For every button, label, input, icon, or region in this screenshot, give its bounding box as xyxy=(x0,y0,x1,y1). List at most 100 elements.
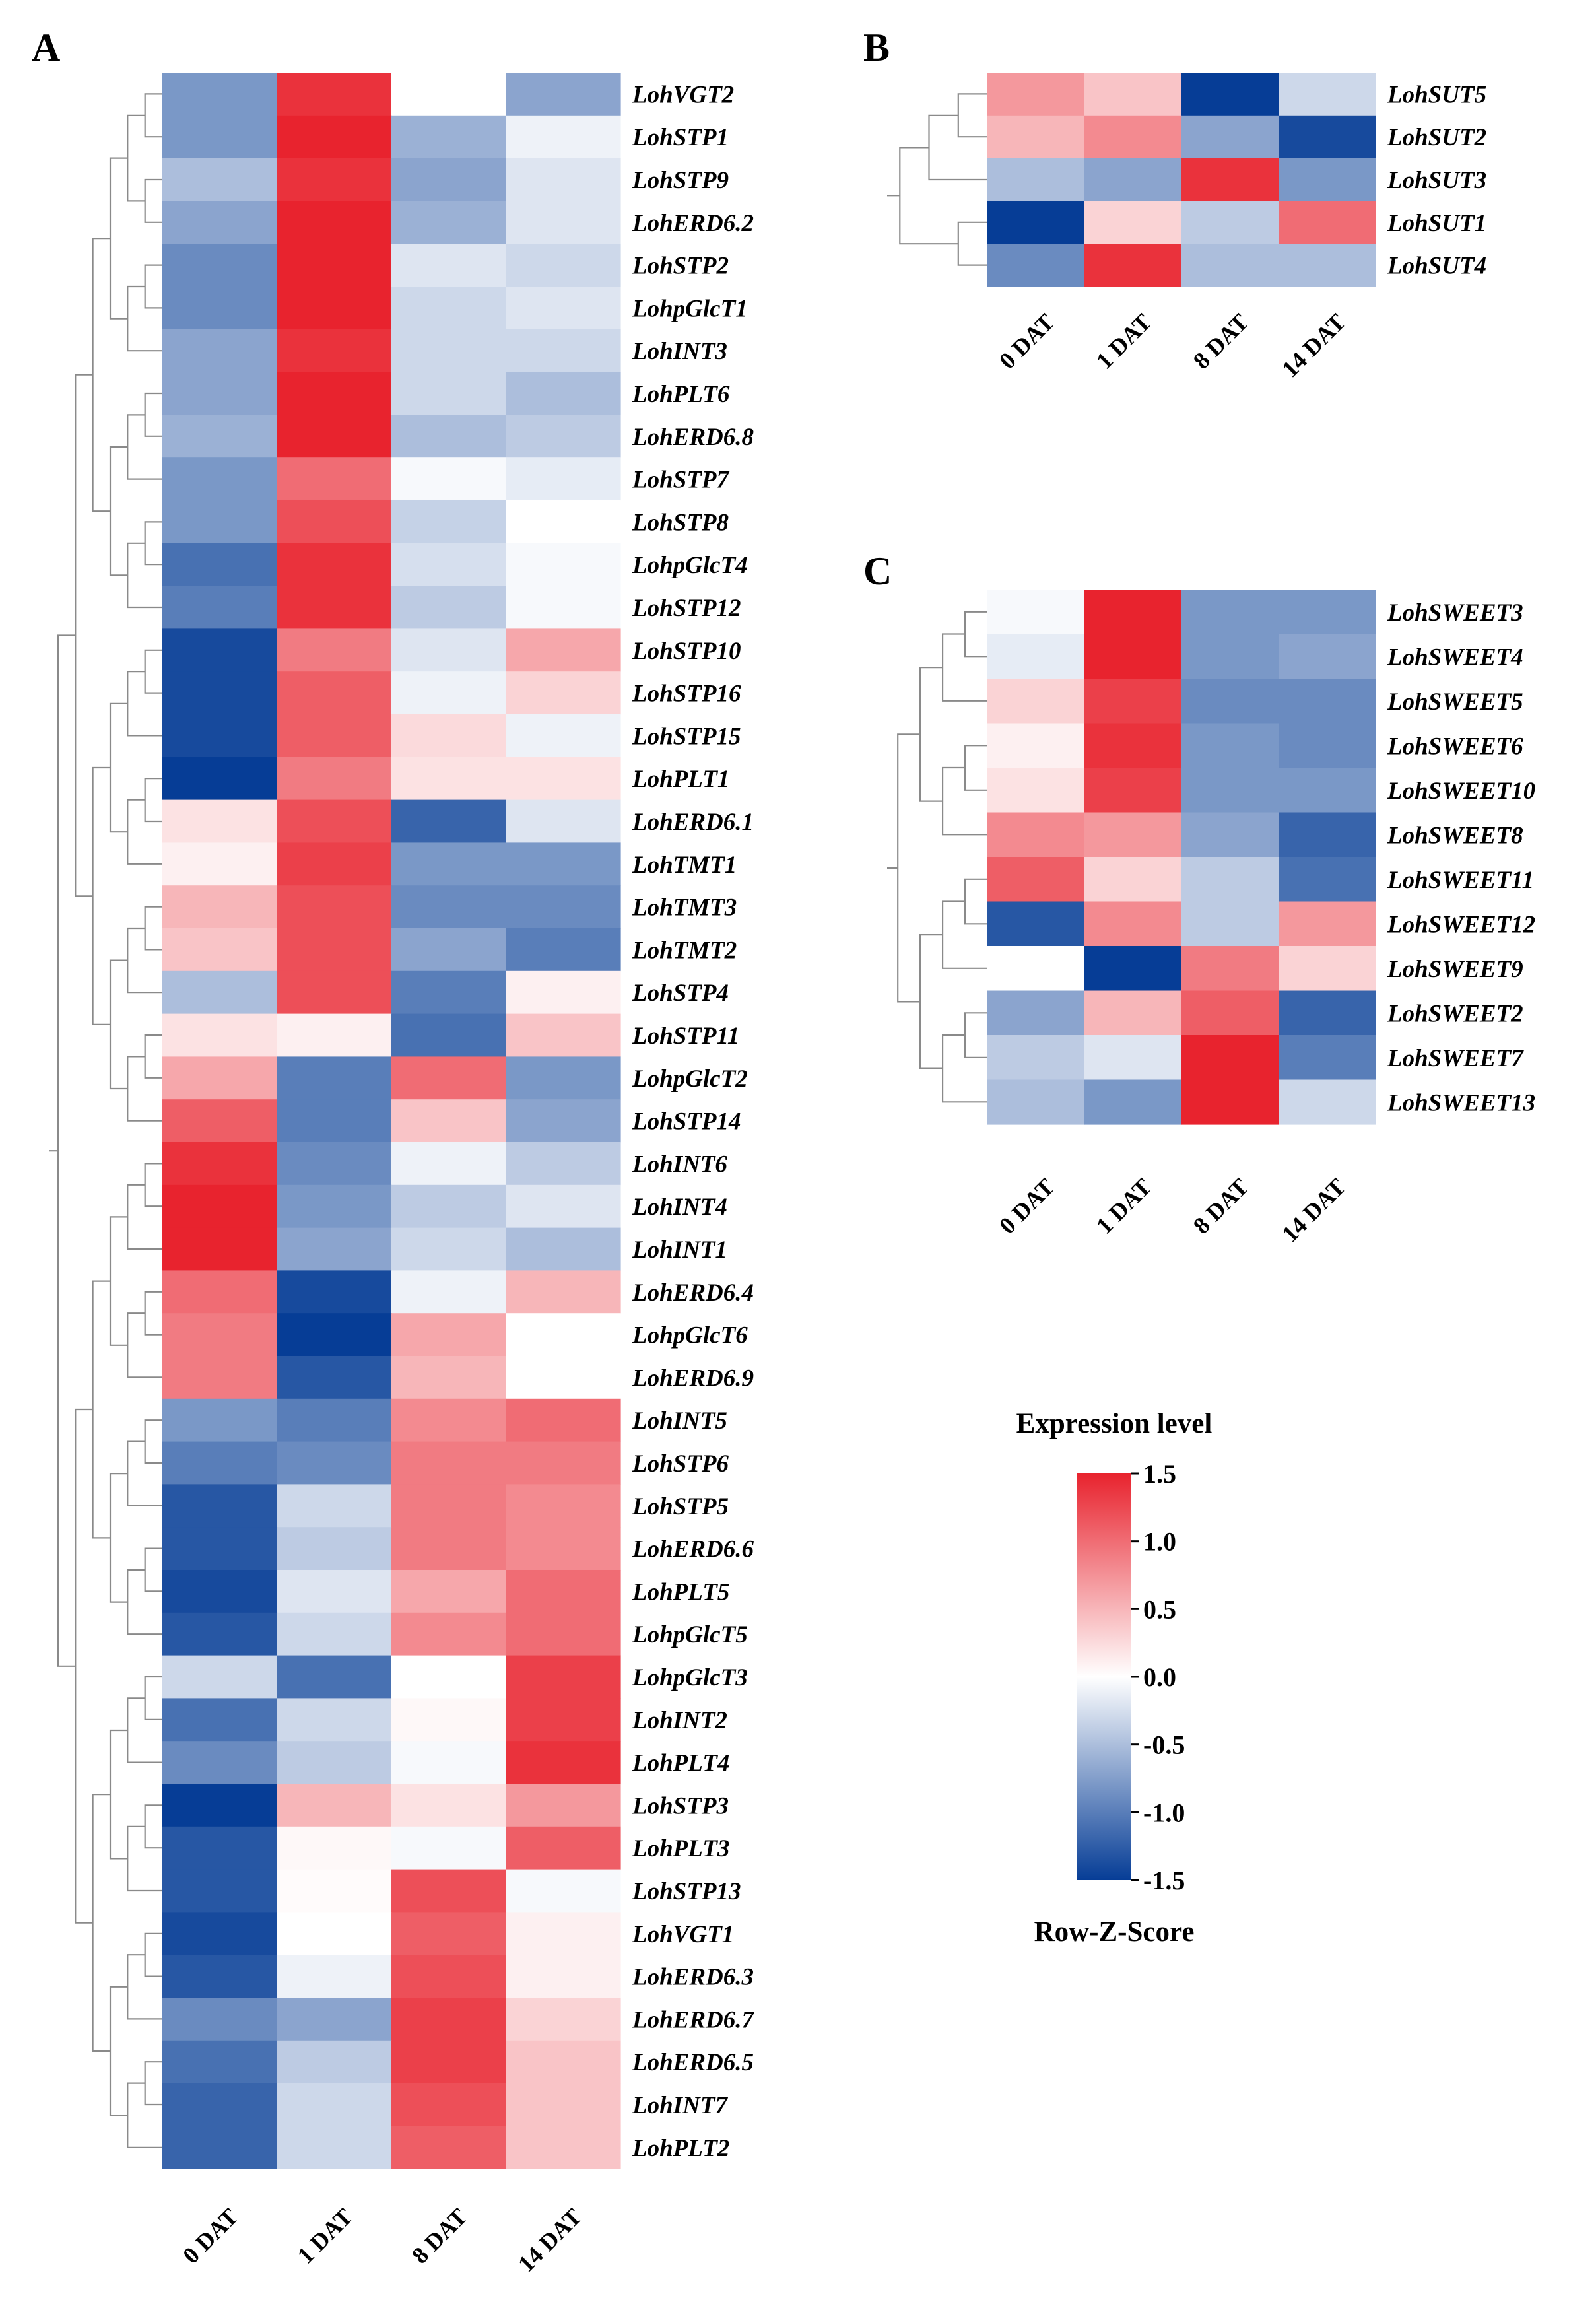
heatmap-cell xyxy=(391,1912,507,1955)
heatmap-cell xyxy=(506,1912,621,1955)
dendrogram-branch xyxy=(109,702,128,833)
heatmap-cell xyxy=(162,500,278,544)
column-label: 1 DAT xyxy=(292,2203,358,2268)
row-label: LohSTP13 xyxy=(632,1878,741,1905)
heatmap-cell xyxy=(506,2083,621,2126)
heatmap-cell xyxy=(391,1698,507,1742)
heatmap-cell xyxy=(391,671,507,715)
heatmap-cell xyxy=(391,1441,507,1485)
row-label: LohSUT4 xyxy=(1387,253,1486,280)
heatmap-cell xyxy=(162,1270,278,1314)
heatmap-cell xyxy=(1279,990,1376,1036)
heatmap-cell xyxy=(391,757,507,801)
heatmap-cell xyxy=(277,1826,392,1870)
row-label: LohSUT1 xyxy=(1387,210,1486,237)
heatmap-cell xyxy=(277,1184,392,1229)
color-legend: Expression level 1.5 1.0 0.5 0.0 -0.5 -1.0 -1.… xyxy=(1016,1408,1213,1947)
heatmap-cell xyxy=(391,2126,507,2169)
heatmap-cell xyxy=(506,1013,621,1057)
heatmap-cell xyxy=(277,1998,392,2041)
heatmap-cell xyxy=(987,901,1085,947)
heatmap-cell xyxy=(162,1356,278,1400)
heatmap-cell xyxy=(987,244,1085,287)
column-label: 14 DAT xyxy=(1277,1173,1350,1247)
heatmap-cell xyxy=(277,1655,392,1699)
heatmap-cell xyxy=(1181,857,1279,902)
heatmap-cell xyxy=(391,1484,507,1528)
heatmap-cell xyxy=(277,1398,392,1442)
heatmap-cell xyxy=(1181,73,1279,116)
heatmap-cell xyxy=(1084,590,1182,635)
dendrogram-branch xyxy=(144,1419,162,1464)
heatmap-cell xyxy=(1279,901,1376,947)
heatmap-cell xyxy=(277,1912,392,1955)
dendrogram-branch xyxy=(919,934,943,1069)
panel-label-c: C xyxy=(863,549,892,593)
row-label: LohSTP8 xyxy=(632,509,729,536)
legend-tick-label: 1.0 xyxy=(1143,1527,1176,1557)
heatmap-cell xyxy=(1279,115,1376,159)
heatmap-cell xyxy=(1279,768,1376,813)
heatmap-cell xyxy=(162,415,278,458)
dendrogram-branch xyxy=(92,1794,110,2052)
legend-tick-label: -1.5 xyxy=(1143,1866,1185,1895)
heatmap-cell xyxy=(1084,634,1182,679)
heatmap-panel-b: LohSUT5 LohSUT2 LohSUT3 LohSUT1 LohSUT4 0 DAT… xyxy=(887,73,1486,382)
row-label: LohSWEET12 xyxy=(1387,911,1535,938)
column-label: 1 DAT xyxy=(1091,308,1156,374)
dendrogram-branch xyxy=(144,1163,162,1207)
heatmap-cell xyxy=(391,1227,507,1271)
heatmap-cell xyxy=(506,628,621,672)
row-label: LohPLT3 xyxy=(632,1835,729,1862)
dendrogram-branch xyxy=(144,1034,162,1079)
row-label: LohSTP4 xyxy=(632,980,729,1007)
row-label: LohpGlcT4 xyxy=(632,552,748,579)
heatmap-cell xyxy=(506,1356,621,1400)
heatmap-cell xyxy=(506,1099,621,1143)
heatmap-cell xyxy=(277,1698,392,1742)
heatmap-cell xyxy=(506,1056,621,1100)
heatmap-cell xyxy=(162,457,278,501)
heatmap-cell xyxy=(987,990,1085,1036)
heatmap-cell xyxy=(391,415,507,458)
heatmap-cell xyxy=(506,1570,621,1613)
dendrogram-branch xyxy=(109,157,128,320)
heatmap-cell xyxy=(162,1313,278,1357)
heatmap-cell xyxy=(506,757,621,801)
row-label: LohERD6.8 xyxy=(632,424,754,451)
row-label: LohSTP15 xyxy=(632,723,741,750)
legend-tick-label: -1.0 xyxy=(1143,1798,1185,1827)
heatmap-cell xyxy=(391,1013,507,1057)
heatmap-cell xyxy=(391,115,507,159)
legend-title: Expression level xyxy=(1016,1408,1213,1439)
heatmap-cell xyxy=(162,1784,278,1827)
heatmap-cell xyxy=(1279,812,1376,858)
row-label: LohERD6.7 xyxy=(632,2006,755,2033)
heatmap-cell xyxy=(506,970,621,1015)
heatmap-cell xyxy=(1279,679,1376,724)
row-label: LohSTP10 xyxy=(632,638,741,665)
heatmap-cell xyxy=(391,1056,507,1100)
heatmap-cell xyxy=(391,1184,507,1229)
heatmap-cell xyxy=(1279,857,1376,902)
row-label: LohERD6.6 xyxy=(632,1536,754,1563)
heatmap-cell xyxy=(162,586,278,629)
legend-tick-label: 1.5 xyxy=(1143,1459,1176,1489)
dendrogram-branch xyxy=(144,264,162,309)
dendrogram-branch xyxy=(144,392,162,437)
heatmap-cell xyxy=(987,812,1085,858)
heatmap-cell xyxy=(391,1270,507,1314)
column-label: 0 DAT xyxy=(178,2203,243,2268)
row-label: LohINT4 xyxy=(632,1194,727,1221)
heatmap-cell xyxy=(506,2126,621,2169)
dendrogram-branch xyxy=(92,766,110,1025)
row-label: LohINT5 xyxy=(632,1407,727,1435)
heatmap-panel-a: LohVGT2 LohSTP1 LohSTP9 LohERD6.2 LohSTP2 Loh… xyxy=(49,73,755,2277)
heatmap-cell xyxy=(987,768,1085,813)
heatmap-cell xyxy=(506,1955,621,1998)
row-label: LohSTP3 xyxy=(632,1792,729,1819)
heatmap-cell xyxy=(987,634,1085,679)
row-label: LohTMT3 xyxy=(632,895,737,922)
heatmap-cell xyxy=(162,970,278,1015)
row-label: LohINT1 xyxy=(632,1236,727,1264)
